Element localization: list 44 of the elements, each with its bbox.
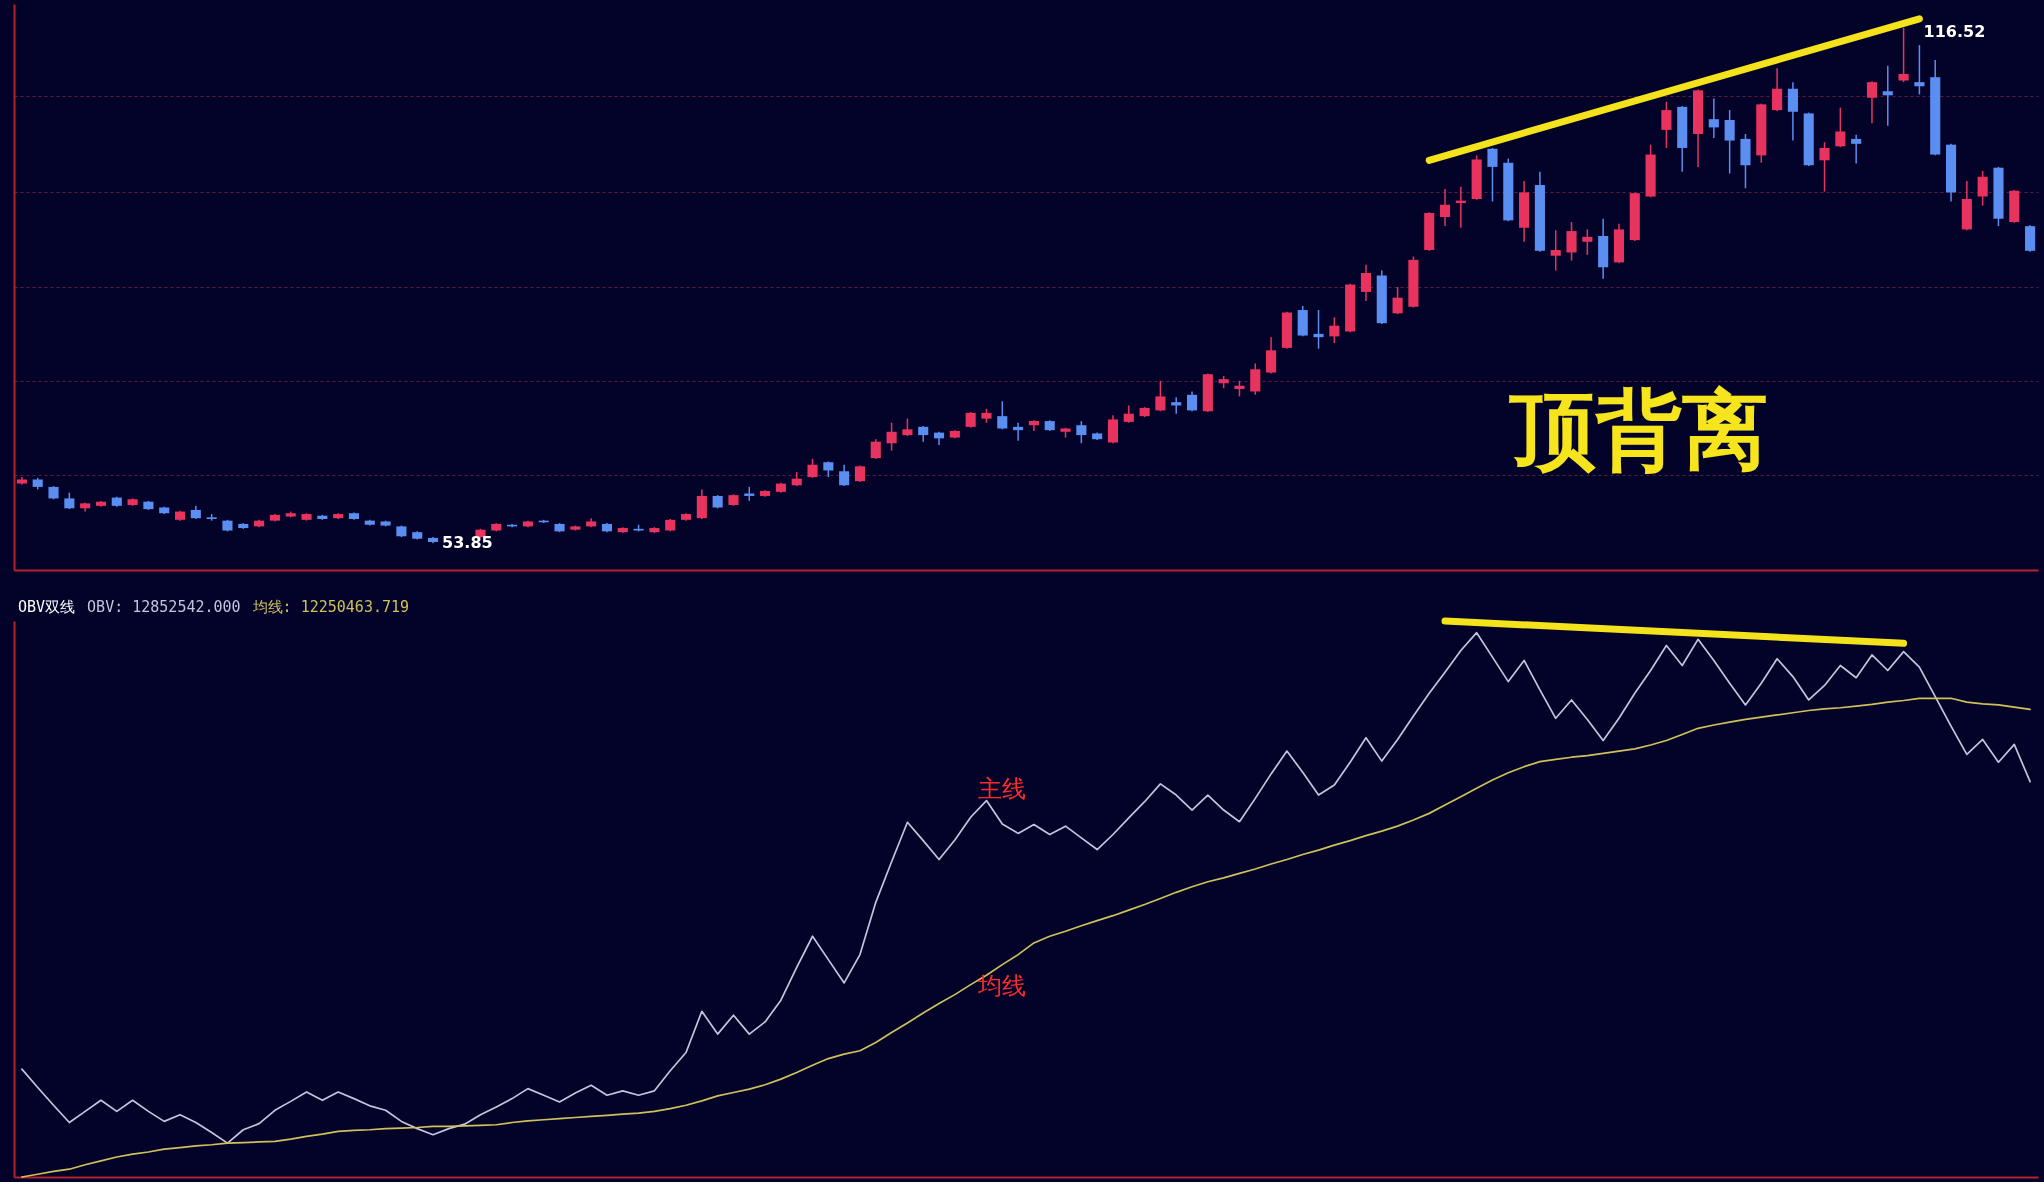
annotation: 顶背离 — [1509, 380, 1769, 481]
candlestick — [807, 458, 818, 479]
candlestick — [1186, 390, 1198, 412]
candlestick — [997, 400, 1008, 431]
candlestick — [1708, 97, 1719, 139]
candlestick — [1582, 228, 1593, 256]
candlestick — [1866, 80, 1878, 125]
series-label: 主线 — [978, 774, 1027, 803]
text: 均线: 12250463.719 — [251, 598, 410, 616]
candlestick — [1266, 336, 1277, 375]
candlestick — [1013, 421, 1024, 442]
text: OBV: 12852542.000 — [87, 598, 241, 616]
candlestick — [1076, 420, 1087, 445]
candlestick — [1914, 44, 1925, 96]
candlestick — [1392, 286, 1403, 315]
candlestick — [1851, 134, 1862, 165]
candlestick — [1439, 188, 1451, 227]
candlestick — [1835, 106, 1846, 148]
candlestick — [1724, 109, 1735, 175]
candlestick — [1882, 64, 1893, 127]
candlestick — [1360, 264, 1372, 302]
candlestick — [1107, 414, 1119, 445]
candlestick — [1772, 67, 1783, 112]
series-label: 均线 — [977, 971, 1027, 1000]
candlestick — [1250, 362, 1261, 396]
text: 53.85 — [442, 533, 493, 553]
candlestick — [1155, 380, 1166, 412]
candlestick — [1329, 316, 1340, 344]
candlestick — [1787, 81, 1798, 142]
candlestick — [1550, 229, 1561, 272]
candlestick — [1819, 141, 1830, 193]
candlestick — [1171, 396, 1182, 415]
candlestick — [886, 421, 897, 452]
candlestick — [1313, 309, 1324, 350]
candlestick — [1977, 170, 1988, 207]
candlestick — [1487, 147, 1498, 203]
candlestick — [1898, 26, 1909, 83]
chart-title: OBV双线 — [18, 598, 76, 616]
candlestick — [1566, 221, 1577, 262]
candlestick — [1661, 101, 1672, 149]
candlestick — [696, 488, 707, 520]
candlestick — [870, 438, 881, 460]
candlestick — [839, 463, 850, 487]
text: 116.52 — [1923, 21, 1986, 41]
